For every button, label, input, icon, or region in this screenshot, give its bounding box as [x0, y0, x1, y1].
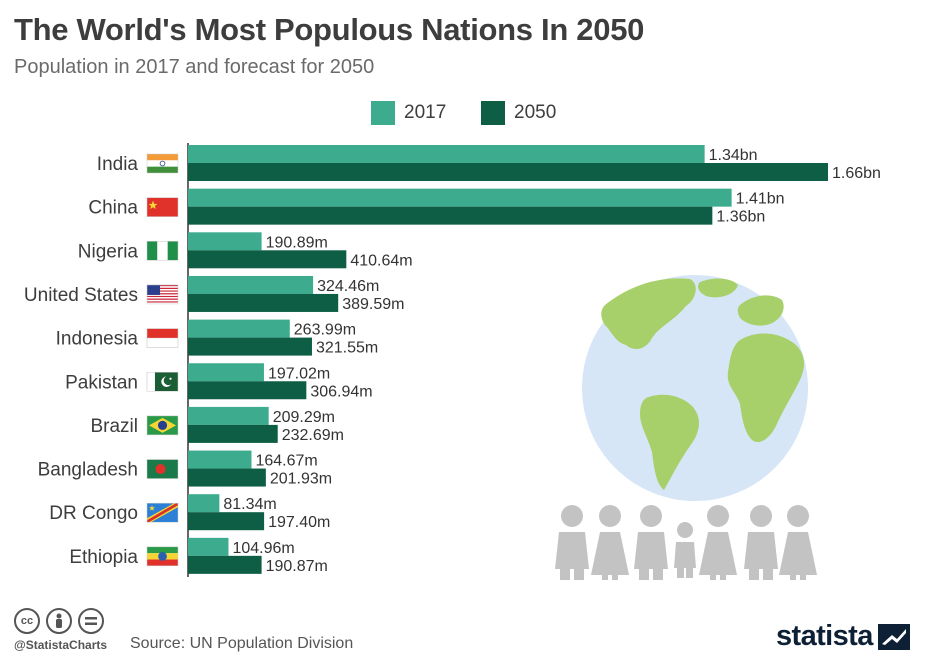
north-america-shape: [601, 278, 696, 350]
europe-shape: [737, 295, 784, 326]
bar-2050: [188, 424, 278, 443]
bar-2017: [188, 188, 732, 207]
bar-2017: [188, 450, 252, 469]
bar-2050: [188, 293, 339, 312]
bar-2050: [188, 555, 262, 574]
value-label-2017: 190.89m: [266, 234, 328, 251]
bar-2050: [188, 206, 713, 225]
bar-2050: [188, 468, 266, 487]
bar-2017: [188, 406, 269, 425]
bar-2017: [188, 363, 264, 382]
category-label: DR Congo: [49, 503, 138, 524]
legend-label-2017: 2017: [404, 102, 447, 123]
person-woman-1: [591, 505, 629, 580]
ethiopia-flag: [146, 546, 179, 567]
value-label-2050: 1.36bn: [716, 209, 765, 226]
person-man-1: [555, 505, 589, 580]
china-flag: [146, 197, 179, 217]
value-label-2050: 1.66bn: [832, 165, 881, 182]
category-label: United States: [24, 285, 138, 306]
person-man-2: [634, 505, 668, 580]
category-label: Nigeria: [78, 241, 139, 262]
person-woman-3: [779, 505, 817, 580]
category-label: Pakistan: [65, 372, 138, 393]
no-derivatives-icon[interactable]: [78, 608, 104, 634]
legend-swatch-2050: [481, 101, 505, 125]
chart-subtitle: Population in 2017 and forecast for 2050: [14, 56, 375, 78]
category-label: India: [97, 154, 139, 175]
category-label: Indonesia: [56, 329, 139, 350]
attribution-icon[interactable]: [46, 608, 72, 634]
bar-2050: [188, 337, 312, 356]
person-child: [674, 522, 696, 578]
value-label-2050: 321.55m: [316, 340, 378, 357]
cc-icon[interactable]: cc: [14, 608, 40, 634]
value-label-2017: 263.99m: [294, 322, 356, 339]
license-icons: cc: [14, 608, 110, 634]
value-label-2017: 197.02m: [268, 365, 330, 382]
bar-2017: [188, 232, 262, 251]
india-flag: [146, 153, 179, 174]
value-label-2017: 164.67m: [255, 453, 317, 470]
source-note: Source: UN Population Division: [130, 635, 354, 652]
value-label-2017: 104.96m: [232, 540, 294, 557]
bar-2050: [188, 163, 829, 181]
brazil-flag: [146, 415, 179, 436]
bar-2050: [188, 250, 347, 269]
south-america-shape: [640, 394, 699, 490]
person-man-3: [744, 505, 778, 580]
bar-2017: [188, 319, 290, 338]
category-label: Brazil: [90, 416, 138, 437]
legend-label-2050: 2050: [514, 102, 557, 123]
legend-item-2017: 2017: [371, 101, 446, 125]
bar-2017: [188, 494, 220, 513]
chart-title: The World's Most Populous Nations In 205…: [14, 12, 645, 47]
greenland-shape: [698, 278, 738, 298]
people-illustration: [555, 505, 817, 580]
statista-logo-text: statista: [776, 620, 873, 652]
flags-layer: [146, 153, 179, 567]
nigeria-flag: [146, 241, 179, 261]
globe-illustration: [582, 275, 808, 501]
legend-swatch-2017: [371, 101, 395, 125]
value-label-2050: 232.69m: [282, 427, 344, 444]
value-label-2050: 197.40m: [268, 514, 330, 531]
bar-2017: [188, 275, 314, 294]
value-label-2050: 190.87m: [266, 558, 328, 575]
value-label-2050: 389.59m: [342, 296, 404, 313]
africa-shape: [727, 333, 805, 443]
value-label-2050: 306.94m: [310, 383, 372, 400]
bar-2050: [188, 381, 307, 400]
value-label-2017: 1.34bn: [709, 147, 758, 164]
value-label-2017: 81.34m: [223, 496, 276, 513]
globe-continents: [601, 278, 805, 490]
value-label-2050: 201.93m: [270, 471, 332, 488]
bangladesh-flag: [146, 459, 179, 479]
bar-2050: [188, 512, 265, 531]
twitter-handle[interactable]: @StatistaCharts: [14, 638, 108, 652]
value-label-2017: 1.41bn: [736, 191, 785, 208]
indonesia-flag: [146, 328, 179, 348]
legend-item-2050: 2050: [481, 101, 556, 125]
statista-logo-icon: [877, 623, 910, 650]
statista-logo[interactable]: statista: [776, 620, 910, 653]
person-woman-2: [699, 505, 737, 580]
value-label-2050: 410.64m: [350, 252, 412, 269]
category-label: Bangladesh: [38, 460, 138, 481]
drcongo-flag: [146, 502, 179, 523]
value-label-2017: 324.46m: [317, 278, 379, 295]
bar-2017: [188, 145, 705, 163]
bar-2017: [188, 537, 229, 556]
value-label-2017: 209.29m: [273, 409, 335, 426]
usa-flag: [146, 284, 179, 305]
category-label: Ethiopia: [69, 547, 138, 568]
category-label: China: [88, 198, 138, 219]
pakistan-flag: [146, 372, 179, 392]
